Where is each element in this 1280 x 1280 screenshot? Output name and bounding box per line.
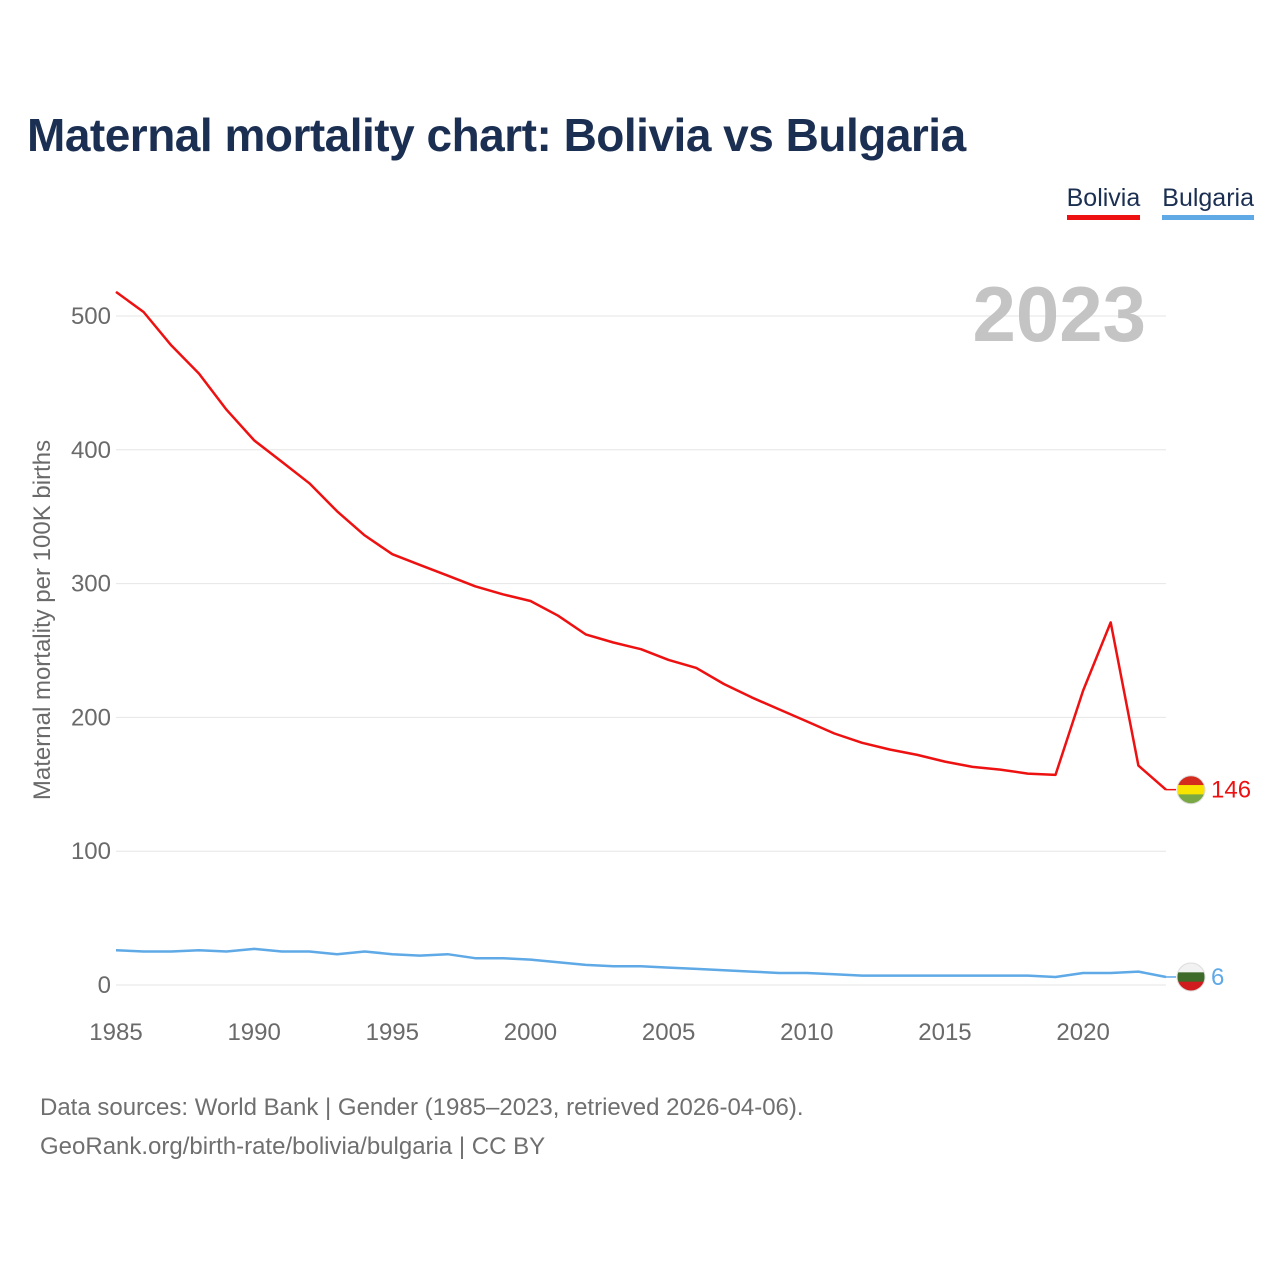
footer-credit: GeoRank.org/birth-rate/bolivia/bulgaria … [40,1133,546,1160]
series-end-value: 6 [1211,964,1224,991]
x-tick-label: 2005 [642,1019,695,1046]
legend-item-bolivia[interactable]: Bolivia [1066,184,1141,220]
bulgaria-flag-icon [1176,962,1206,992]
y-tick-label: 100 [71,838,111,865]
y-axis-label: Maternal mortality per 100K births [29,440,56,800]
series-line-bulgaria [115,947,1167,979]
series-line-bolivia [115,290,1167,791]
footer-sources: Data sources: World Bank | Gender (1985–… [40,1094,804,1121]
x-tick-label: 1985 [89,1019,142,1046]
x-tick-label: 2010 [780,1019,833,1046]
y-tick-label: 200 [71,704,111,731]
x-tick-label: 2020 [1056,1019,1109,1046]
bolivia-flag-icon [1176,775,1206,805]
legend: Bolivia Bulgaria [1066,184,1254,220]
y-tick-label: 0 [98,972,111,999]
x-tick-label: 2015 [918,1019,971,1046]
legend-item-bulgaria[interactable]: Bulgaria [1162,184,1254,220]
chart-title: Maternal mortality chart: Bolivia vs Bul… [27,109,966,161]
y-tick-label: 500 [71,303,111,330]
x-tick-label: 2000 [504,1019,557,1046]
line-chart: 2023 0 100 200 300 400 500 1985 1990 1995 2000 200… [29,270,1251,1046]
x-tick-label: 1990 [227,1019,280,1046]
x-tick-label: 1995 [366,1019,419,1046]
year-watermark: 2023 [972,270,1146,358]
footer: Data sources: World Bank | Gender (1985–… [40,1088,804,1166]
y-tick-label: 300 [71,571,111,598]
series-end-value: 146 [1211,777,1251,804]
y-tick-label: 400 [71,437,111,464]
